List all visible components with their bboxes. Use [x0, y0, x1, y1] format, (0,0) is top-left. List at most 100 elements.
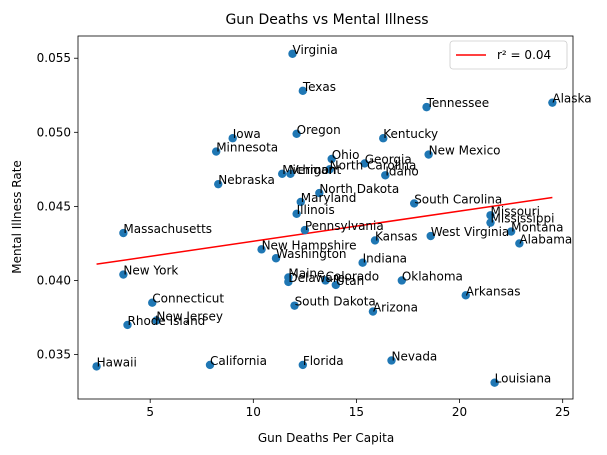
point-label-oklahoma: Oklahoma	[402, 269, 463, 283]
legend-label: r² = 0.04	[497, 48, 551, 62]
point-north-carolina	[325, 165, 334, 174]
point-maryland	[296, 197, 305, 207]
point-north-dakota	[315, 188, 324, 198]
chart-title: Gun Deaths vs Mental Illness	[225, 12, 428, 28]
point-label-ohio: Ohio	[332, 148, 360, 162]
point-michigan	[277, 169, 287, 178]
point-illinois	[292, 209, 301, 218]
point-label-new-jersey: New Jersey	[156, 309, 223, 323]
x-tick-label: 10	[246, 405, 261, 419]
point-new-jersey	[152, 316, 161, 325]
points-layer	[92, 49, 557, 387]
point-label-alabama: Alabama	[519, 232, 572, 246]
point-label-maryland: Maryland	[301, 191, 357, 205]
point-label-virginia: Virginia	[293, 43, 338, 57]
fit-line-layer	[96, 196, 553, 265]
point-virginia	[288, 49, 297, 58]
y-axis: 0.035 0.040 0.045 0.050 0.055	[37, 51, 78, 362]
y-tick-label: 0.035	[37, 348, 71, 362]
point-label-hawaii: Hawaii	[97, 355, 137, 369]
point-label-massachusetts: Massachusetts	[123, 222, 212, 236]
point-labels-layer: Virginia Texas Tennessee Alaska Iowa Oregon Ke…	[97, 43, 592, 386]
point-label-iowa: Iowa	[233, 127, 261, 141]
point-label-florida: Florida	[303, 354, 344, 368]
point-label-vermont: Vermont	[290, 163, 341, 177]
point-indiana	[358, 258, 367, 267]
x-tick-label: 15	[349, 405, 364, 419]
point-connecticut	[148, 298, 157, 307]
point-label-nevada: Nevada	[392, 349, 438, 363]
point-label-missouri: Missouri	[491, 204, 540, 218]
point-label-new-york: New York	[123, 264, 178, 278]
point-label-new-hampshire: New Hampshire	[262, 238, 357, 252]
point-missouri	[486, 211, 495, 220]
point-georgia	[360, 159, 369, 168]
legend: r² = 0.04	[449, 40, 568, 70]
point-texas	[298, 86, 308, 96]
point-pennsylvania	[300, 225, 310, 235]
point-label-minnesota: Minnesota	[216, 141, 278, 155]
x-tick-label: 20	[452, 405, 467, 419]
point-arizona	[368, 307, 378, 316]
point-label-illinois: Illinois	[297, 203, 335, 217]
point-label-kentucky: Kentucky	[383, 127, 438, 141]
point-label-montana: Montana	[511, 221, 563, 235]
y-tick-label: 0.055	[37, 51, 71, 65]
point-label-indiana: Indiana	[363, 252, 407, 266]
x-axis: 5 10 15 20 25	[146, 399, 570, 419]
point-label-new-mexico: New Mexico	[429, 144, 501, 158]
point-ohio	[327, 154, 336, 164]
point-label-texas: Texas	[302, 80, 336, 94]
point-label-west-virginia: West Virginia	[431, 225, 510, 239]
point-label-pennsylvania: Pennsylvania	[305, 219, 384, 233]
point-label-kansas: Kansas	[375, 229, 417, 243]
point-idaho	[381, 171, 390, 180]
point-label-nebraska: Nebraska	[218, 173, 275, 187]
point-label-south-dakota: South Dakota	[295, 295, 376, 309]
point-label-north-dakota: North Dakota	[319, 182, 399, 196]
point-label-georgia: Georgia	[365, 152, 412, 166]
point-oregon	[292, 129, 301, 138]
point-tennessee	[422, 102, 431, 112]
point-hawaii	[92, 362, 101, 371]
point-new-york	[119, 270, 128, 279]
point-label-arkansas: Arkansas	[466, 284, 521, 298]
point-label-tennessee: Tennessee	[426, 96, 490, 110]
point-colorado	[321, 276, 330, 285]
legend-box	[449, 40, 568, 70]
point-label-mississippi: Mississippi	[491, 212, 555, 226]
point-label-maine: Maine	[288, 267, 324, 281]
point-new-mexico	[424, 150, 433, 159]
point-alaska	[548, 98, 557, 107]
point-iowa	[228, 134, 237, 143]
point-label-arizona: Arizona	[373, 301, 418, 315]
point-label-oregon: Oregon	[297, 123, 341, 137]
point-new-hampshire	[257, 245, 266, 254]
point-montana	[506, 227, 516, 236]
point-label-idaho: Idaho	[385, 164, 418, 178]
point-label-california: California	[210, 354, 267, 368]
point-oklahoma	[397, 276, 407, 285]
point-vermont	[286, 169, 295, 178]
point-delaware	[284, 277, 293, 287]
point-label-connecticut: Connecticut	[152, 292, 224, 306]
point-label-utah: Utah	[336, 274, 364, 288]
x-axis-title: Gun Deaths Per Capita	[258, 431, 394, 445]
point-label-delaware: Delaware	[288, 271, 345, 285]
point-massachusetts	[119, 228, 128, 238]
point-label-washington: Washington	[276, 247, 347, 261]
point-label-alaska: Alaska	[552, 92, 591, 106]
point-utah	[331, 280, 341, 290]
point-label-south-carolina: South Carolina	[414, 192, 502, 206]
point-arkansas	[461, 291, 470, 300]
point-kansas	[370, 236, 380, 245]
point-minnesota	[211, 147, 221, 156]
y-tick-label: 0.050	[37, 125, 71, 139]
point-south-carolina	[409, 199, 419, 208]
x-tick-label: 25	[555, 405, 570, 419]
point-label-north-carolina: North Carolina	[330, 158, 417, 172]
point-nebraska	[214, 179, 223, 189]
x-tick-label: 5	[146, 405, 154, 419]
point-california	[205, 360, 215, 370]
